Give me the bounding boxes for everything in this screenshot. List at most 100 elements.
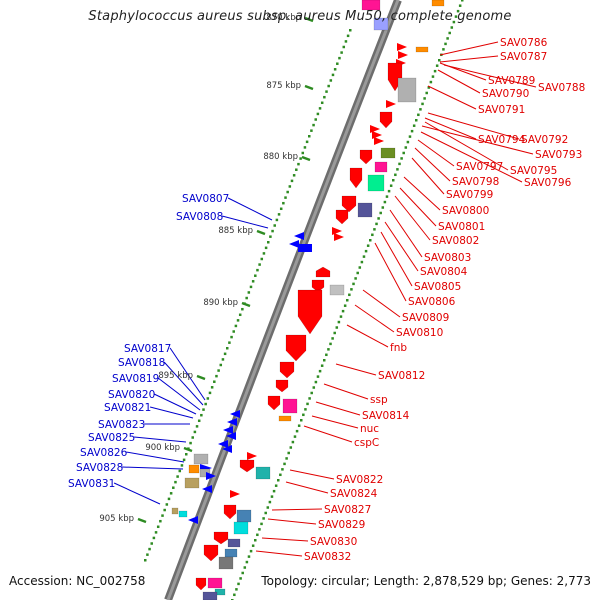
scale-tick [241, 301, 251, 308]
reverse-gene-chevron [188, 516, 198, 524]
gene-label-sav0801: SAV0801 [438, 221, 485, 233]
scale-dot [256, 268, 259, 272]
feature-ring-dot [389, 184, 393, 187]
scale-dot [232, 330, 235, 333]
feature-ring-dot [270, 495, 274, 498]
genome-summary: Topology: circular; Length: 2,878,529 bp… [261, 574, 591, 588]
feature-ring-dot [438, 59, 441, 62]
scale-dot [316, 112, 320, 116]
feature-ring-dot [327, 348, 330, 351]
scale-dot [271, 229, 274, 233]
scale-dot [325, 90, 328, 93]
scale-dot [297, 162, 300, 166]
feature-ring-dot [312, 386, 316, 389]
gene-label-sav0821: SAV0821 [104, 402, 151, 414]
feature-ring-dot [364, 249, 368, 253]
gene-box-gray [193, 453, 209, 465]
scale-dot [223, 352, 227, 356]
gene-box-lavender [373, 17, 389, 31]
feature-ring-dot [406, 140, 410, 144]
scale-dot [217, 369, 220, 372]
feature-ring-dot [362, 255, 366, 258]
feature-ring-dot [289, 446, 293, 449]
gene-label-sav0817: SAV0817 [124, 343, 171, 355]
reverse-gene-chevron [226, 432, 236, 440]
scale-dot [226, 347, 229, 350]
gene-box-gray [397, 77, 417, 103]
scale-dot [154, 531, 158, 534]
gene-leader-line [267, 518, 317, 525]
feature-ring-dot [360, 260, 364, 264]
forward-gene-arrow [335, 209, 349, 225]
scale-dot [210, 386, 214, 389]
gene-label-nuc: nuc [360, 423, 379, 435]
gene-box-orange [278, 415, 292, 422]
scale-dot [282, 201, 285, 205]
forward-gene-arrow [195, 577, 207, 591]
gene-leader-line [271, 508, 323, 511]
feature-ring-dot [417, 113, 420, 117]
feature-ring-dot [335, 326, 339, 329]
scale-tick [301, 155, 311, 162]
gene-leader-line [311, 415, 359, 429]
feature-ring-dot [419, 108, 422, 111]
scale-label: 890 kbp [203, 298, 238, 308]
feature-ring-dot [433, 69, 437, 73]
gene-label-sav0819: SAV0819 [112, 373, 159, 385]
scale-dot [234, 324, 238, 328]
scale-dot [288, 185, 292, 188]
scale-dot [327, 84, 330, 88]
gene-box-tan [171, 507, 179, 515]
scale-dot [290, 179, 294, 183]
gene-leader-line [261, 537, 309, 542]
gene-leader-line [411, 157, 445, 195]
gene-leader-line [399, 187, 437, 227]
forward-gene-chevron [370, 125, 380, 133]
forward-gene-arrow [223, 504, 237, 520]
scale-dot [279, 207, 283, 211]
gene-label-sav0814: SAV0814 [362, 410, 410, 422]
scale-dot [178, 469, 182, 473]
gene-leader-line [420, 131, 523, 183]
feature-ring-dot [456, 9, 460, 13]
scale-dot [238, 313, 242, 317]
gene-label-sav0818: SAV0818 [118, 357, 165, 369]
scale-dot [150, 542, 153, 545]
gene-leader-line [424, 121, 509, 171]
feature-ring-dot [306, 402, 309, 406]
feature-ring-dot [366, 244, 370, 247]
scale-dot [336, 62, 339, 65]
feature-ring-dot [260, 522, 263, 526]
scale-dot [146, 553, 149, 556]
scale-dot [191, 436, 194, 439]
gene-leader-line [380, 231, 413, 287]
accession-label: Accession: NC_002758 [9, 574, 146, 588]
scale-dot [262, 252, 266, 255]
feature-ring-dot [387, 189, 391, 193]
gene-leader-line [122, 466, 184, 470]
scale-dot [292, 174, 296, 177]
scale-dot [251, 280, 255, 283]
gene-leader-line [153, 393, 197, 415]
gene-label-sav0807: SAV0807 [182, 193, 229, 205]
feature-ring-dot [348, 293, 351, 297]
gene-box-magenta [282, 398, 298, 414]
feature-ring-dot [256, 533, 259, 537]
forward-gene-chevron [230, 490, 240, 498]
gene-leader-line [169, 347, 206, 401]
feature-ring-dot [323, 359, 326, 362]
feature-ring-dot [448, 31, 451, 35]
feature-ring-dot [354, 277, 357, 280]
feature-ring-dot [325, 353, 328, 357]
scale-dot [320, 101, 324, 105]
feature-ring-dot [394, 173, 397, 177]
scale-tick [196, 374, 206, 381]
gene-leader-line [157, 377, 201, 411]
gene-leader-line [323, 383, 369, 400]
gene-box-teal [255, 466, 271, 480]
scale-dot [169, 492, 173, 495]
gene-leader-line [134, 436, 187, 443]
gene-leader-line [384, 221, 419, 272]
feature-ring-dot [400, 157, 403, 160]
gene-box-cyan [233, 521, 249, 535]
